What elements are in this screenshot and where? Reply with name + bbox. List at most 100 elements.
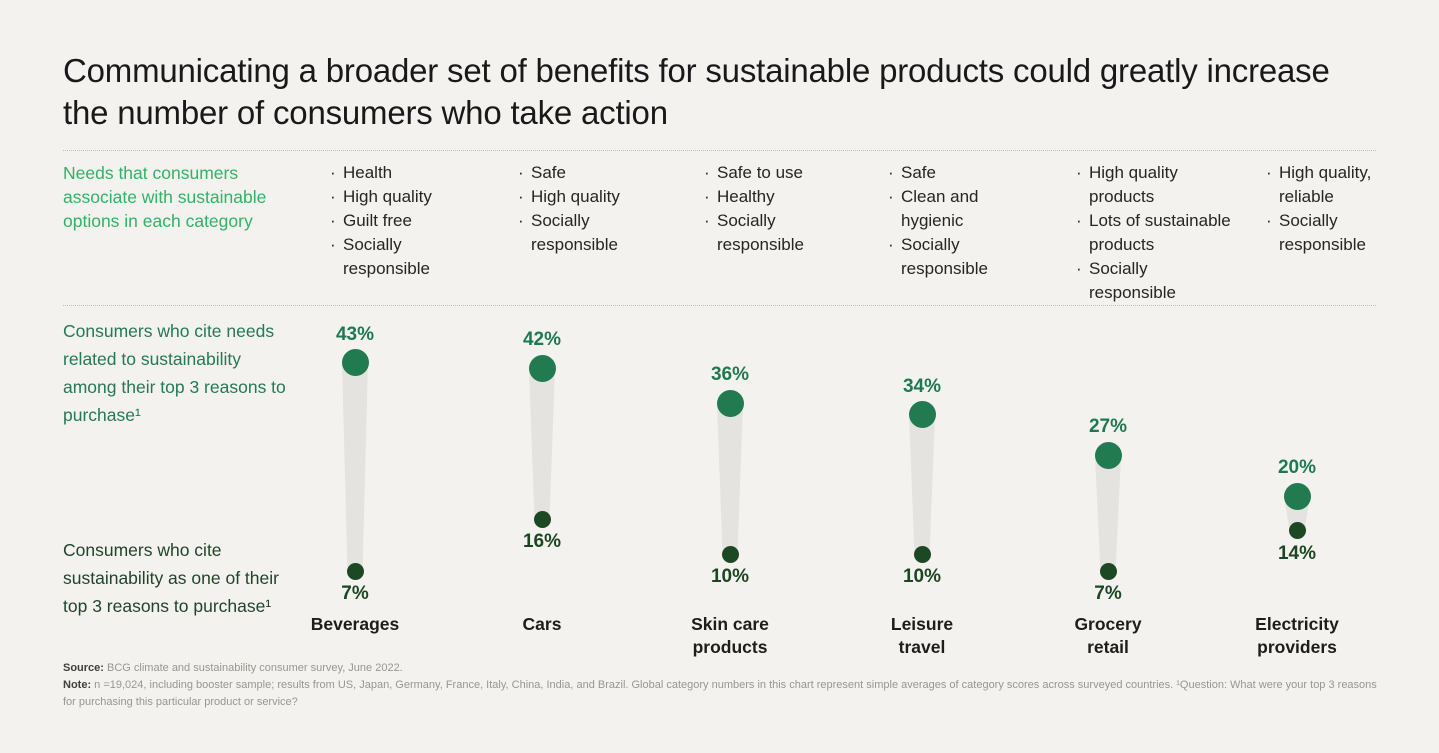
- dumbbell-band: [285, 363, 425, 572]
- top-dot: [716, 389, 744, 417]
- need-text: Clean and hygienic: [901, 187, 979, 230]
- need-text: Socially responsible: [531, 211, 618, 254]
- top-dot: [1283, 482, 1311, 510]
- bullet-dot-icon: ·: [518, 187, 524, 206]
- need-item: · Health: [330, 161, 500, 185]
- bullet-dot-icon: ·: [704, 211, 710, 230]
- top-dot: [908, 401, 936, 429]
- bullet-dot-icon: ·: [1266, 163, 1272, 182]
- note-text: n =19,024, including booster sample; res…: [63, 679, 1377, 709]
- top-value-label: 27%: [1088, 416, 1128, 438]
- need-text: Guilt free: [343, 211, 412, 230]
- bullet-dot-icon: ·: [330, 163, 336, 182]
- bottom-dot: [913, 545, 931, 563]
- needs-row-label: Needs that consumers associate with sust…: [63, 163, 267, 231]
- need-text: Health: [343, 163, 393, 182]
- dumbbell-electricity: 20% 14% Electricity providers: [1227, 0, 1367, 753]
- category-label: Beverages: [310, 614, 400, 634]
- needs-column-electricity: · High quality, reliable · Socially respon…: [1266, 161, 1426, 257]
- bottom-value-label: 7%: [341, 583, 369, 605]
- needs-column-skin-care: · Safe to use · Healthy · Socially responsi…: [704, 161, 874, 257]
- note-label: Note:: [63, 679, 92, 692]
- need-item: · Healthy: [704, 185, 874, 209]
- bullet-dot-icon: ·: [330, 211, 336, 230]
- need-item: · High quality: [330, 185, 500, 209]
- need-text: Socially responsible: [717, 211, 804, 254]
- series-label-bottom: Consumers who cite sustainability as one…: [63, 540, 279, 616]
- need-text: Healthy: [717, 187, 775, 206]
- need-item: · Socially responsible: [888, 233, 1058, 281]
- need-text: Safe to use: [717, 163, 804, 182]
- dumbbell-skin-care: 36% 10% Skin care products: [660, 0, 800, 753]
- bottom-dot: [1288, 522, 1306, 540]
- need-text: High quality: [343, 187, 432, 206]
- bullet-dot-icon: ·: [1076, 163, 1082, 182]
- need-item: · High quality products: [1076, 161, 1266, 209]
- bottom-value-label: 10%: [902, 566, 942, 587]
- divider-top: [63, 150, 1376, 151]
- need-item: · Lots of sustainable products: [1076, 209, 1266, 257]
- category-label: Grocery retail: [1074, 614, 1142, 657]
- need-text: Safe: [901, 163, 936, 182]
- category-label: Skin care products: [691, 614, 769, 657]
- need-item: · Safe: [888, 161, 1058, 185]
- need-item: · High quality: [518, 185, 688, 209]
- note-line: Note: n =19,024, including booster sampl…: [63, 677, 1383, 711]
- bullet-dot-icon: ·: [888, 163, 894, 182]
- top-value-label: 36%: [710, 364, 750, 386]
- bottom-value-label: 14%: [1277, 542, 1317, 564]
- bottom-dot: [1099, 562, 1117, 580]
- bottom-dot: [533, 510, 551, 528]
- bullet-dot-icon: ·: [1076, 211, 1082, 230]
- dumbbell-grocery-retail: 27% 7% Grocery retail: [1038, 0, 1178, 753]
- top-value-label: 43%: [335, 323, 375, 345]
- need-text: High quality: [531, 187, 620, 206]
- dumbbell-cars: 42% 16% Cars: [472, 0, 612, 753]
- footnotes: Source: BCG climate and sustainability c…: [63, 660, 1383, 711]
- source-label: Source:: [63, 662, 104, 674]
- need-text: Socially responsible: [1089, 259, 1176, 302]
- dumbbell-band: [660, 403, 800, 554]
- category-label: Leisure travel: [890, 614, 954, 657]
- bullet-dot-icon: ·: [1076, 259, 1082, 278]
- need-item: · Socially responsible: [330, 233, 500, 281]
- bullet-dot-icon: ·: [518, 211, 524, 230]
- needs-column-leisure-travel: · Safe · Clean and hygienic · Socially resp…: [888, 161, 1058, 281]
- source-line: Source: BCG climate and sustainability c…: [63, 660, 1383, 677]
- need-text: High quality products: [1089, 163, 1178, 206]
- bullet-dot-icon: ·: [518, 163, 524, 182]
- need-item: · Socially responsible: [1266, 209, 1426, 257]
- bottom-dot: [721, 545, 739, 563]
- bullet-dot-icon: ·: [1266, 211, 1272, 230]
- bottom-value-label: 7%: [1094, 583, 1122, 605]
- dumbbell-beverages: 43% 7% Beverages: [285, 0, 425, 753]
- dumbbell-band: [1038, 455, 1178, 571]
- need-item: · Safe to use: [704, 161, 874, 185]
- need-text: Safe: [531, 163, 566, 182]
- bullet-dot-icon: ·: [330, 187, 336, 206]
- need-text: Socially responsible: [343, 235, 430, 278]
- need-item: · Socially responsible: [704, 209, 874, 257]
- need-text: Socially responsible: [1279, 211, 1366, 254]
- series-label-top: Consumers who cite needs related to sust…: [63, 321, 286, 425]
- need-item: · Clean and hygienic: [888, 185, 1058, 233]
- needs-column-grocery-retail: · High quality products · Lots of sustaina…: [1076, 161, 1266, 305]
- dumbbell-band: [472, 368, 612, 519]
- needs-column-cars: · Safe · High quality · Socially responsibl…: [518, 161, 688, 257]
- dumbbell-leisure-travel: 34% 10% Leisure travel: [852, 0, 992, 753]
- bullet-dot-icon: ·: [888, 187, 894, 206]
- need-text: High quality, reliable: [1279, 163, 1372, 206]
- bottom-value-label: 10%: [710, 566, 750, 587]
- category-label: Electricity providers: [1255, 614, 1339, 657]
- top-dot: [528, 354, 556, 382]
- bottom-value-label: 16%: [522, 531, 562, 553]
- page-title: Communicating a broader set of benefits …: [63, 52, 1330, 131]
- bullet-dot-icon: ·: [888, 235, 894, 254]
- bullet-dot-icon: ·: [704, 163, 710, 182]
- need-item: · Safe: [518, 161, 688, 185]
- need-text: Socially responsible: [901, 235, 988, 278]
- source-text: BCG climate and sustainability consumer …: [103, 662, 403, 674]
- top-value-label: 34%: [902, 375, 942, 397]
- need-item: · Guilt free: [330, 209, 500, 233]
